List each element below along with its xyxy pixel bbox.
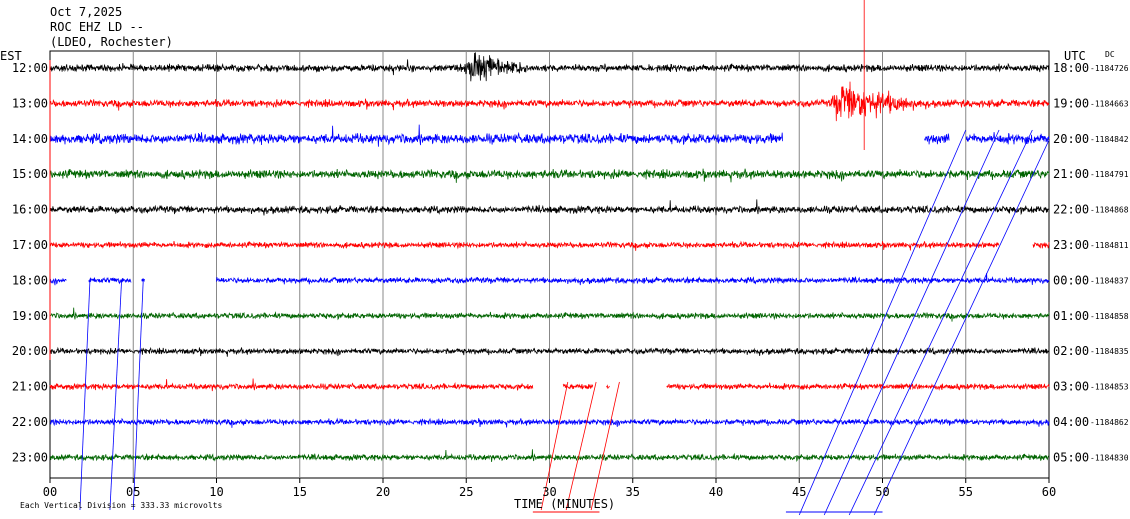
est-label-1700: 17:00 bbox=[12, 238, 48, 252]
slope-line-blue-left bbox=[79, 279, 91, 511]
x-axis-label: TIME (MINUTES) bbox=[514, 497, 615, 511]
est-label-2300: 23:00 bbox=[12, 450, 48, 464]
trace-row-1200 bbox=[49, 52, 1050, 82]
utc-label-1900: 19:00 bbox=[1053, 96, 1089, 110]
trace-row-1900 bbox=[49, 307, 1050, 322]
slope-lines bbox=[49, 0, 1050, 516]
utc-label-0200: 02:00 bbox=[1053, 344, 1089, 358]
utc-label-0100: 01:00 bbox=[1053, 309, 1089, 323]
x-tick-label-05: 05 bbox=[126, 485, 140, 499]
footnote-scale: Each Vertical Division = 333.33 microvol… bbox=[20, 501, 222, 510]
x-tick-label-25: 25 bbox=[459, 485, 473, 499]
trace-row-1300 bbox=[49, 81, 1050, 122]
header-date: Oct 7,2025 bbox=[50, 5, 123, 19]
slope-line-blue-right bbox=[848, 129, 1033, 516]
est-label-1300: 13:00 bbox=[12, 96, 48, 110]
est-label-1900: 19:00 bbox=[12, 309, 48, 323]
utc-label-0400: 04:00 bbox=[1053, 415, 1089, 429]
dc-offset-label: -1184726 bbox=[1090, 64, 1129, 73]
utc-label-0000: 00:00 bbox=[1053, 273, 1089, 287]
slope-line-blue-right bbox=[823, 129, 1000, 516]
left-timezone-label: EST bbox=[0, 49, 22, 63]
est-label-2000: 20:00 bbox=[12, 344, 48, 358]
dc-offset-label: -1184853 bbox=[1090, 383, 1129, 392]
dc-offset-label: -1184837 bbox=[1090, 276, 1129, 285]
utc-label-2000: 20:00 bbox=[1053, 132, 1089, 146]
x-tick-label-35: 35 bbox=[626, 485, 640, 499]
dc-header-label: DC bbox=[1105, 50, 1115, 59]
header-station: ROC EHZ LD -- bbox=[50, 20, 144, 34]
slope-line-blue-left bbox=[109, 279, 122, 511]
trace-row-2100 bbox=[49, 378, 1050, 392]
est-label-2100: 21:00 bbox=[12, 380, 48, 394]
trace-row-1700 bbox=[49, 240, 1050, 251]
trace-row-1400 bbox=[49, 124, 1050, 147]
est-label-2200: 22:00 bbox=[12, 415, 48, 429]
utc-label-2200: 22:00 bbox=[1053, 203, 1089, 217]
dc-offset-label: -1184842 bbox=[1090, 135, 1129, 144]
trace-row-1600 bbox=[49, 199, 1050, 216]
x-tick-label-00: 00 bbox=[43, 485, 57, 499]
trace-row-1500 bbox=[49, 168, 1050, 183]
est-label-1800: 18:00 bbox=[12, 273, 48, 287]
x-tick-label-10: 10 bbox=[209, 485, 223, 499]
trace-row-2300 bbox=[49, 449, 1050, 462]
trace-row-2200 bbox=[49, 417, 1050, 428]
est-label-1200: 12:00 bbox=[12, 61, 48, 75]
utc-label-2300: 23:00 bbox=[1053, 238, 1089, 252]
dc-offset-label: -1184858 bbox=[1090, 312, 1129, 321]
dc-offset-label: -1184835 bbox=[1090, 347, 1129, 356]
trace-row-1800 bbox=[49, 272, 1050, 286]
x-tick-label-40: 40 bbox=[709, 485, 723, 499]
utc-label-0300: 03:00 bbox=[1053, 380, 1089, 394]
x-tick-label-45: 45 bbox=[792, 485, 806, 499]
x-tick-label-15: 15 bbox=[293, 485, 307, 499]
slope-line-blue-right bbox=[798, 129, 967, 516]
dc-offset-label: -1184830 bbox=[1090, 453, 1129, 462]
x-tick-label-55: 55 bbox=[959, 485, 973, 499]
x-tick-label-30: 30 bbox=[542, 485, 556, 499]
x-tick-label-50: 50 bbox=[875, 485, 889, 499]
x-tick-label-20: 20 bbox=[376, 485, 390, 499]
trace-row-2000 bbox=[49, 346, 1050, 357]
trace-layer bbox=[49, 52, 1050, 462]
est-label-1500: 15:00 bbox=[12, 167, 48, 181]
dc-offset-label: -1184791 bbox=[1090, 170, 1129, 179]
utc-label-2100: 21:00 bbox=[1053, 167, 1089, 181]
dc-offset-label: -1184868 bbox=[1090, 206, 1129, 215]
slope-line-blue-right bbox=[873, 139, 1050, 516]
x-tick-label-60: 60 bbox=[1042, 485, 1056, 499]
header-network: (LDEO, Rochester) bbox=[50, 35, 173, 49]
slope-line-red-mid bbox=[565, 381, 597, 511]
est-label-1600: 16:00 bbox=[12, 203, 48, 217]
dc-offset-label: -1184862 bbox=[1090, 418, 1129, 427]
dc-offset-label: -1184811 bbox=[1090, 241, 1129, 250]
est-label-1400: 14:00 bbox=[12, 132, 48, 146]
slope-line-blue-left bbox=[132, 279, 144, 511]
slope-line-red-mid bbox=[590, 381, 620, 511]
grid-lines bbox=[49, 50, 1050, 483]
dc-offset-label: -1184663 bbox=[1090, 99, 1129, 108]
utc-label-0500: 05:00 bbox=[1053, 450, 1089, 464]
slope-line-red-mid bbox=[540, 381, 569, 511]
utc-label-1800: 18:00 bbox=[1053, 61, 1089, 75]
right-timezone-label: UTC bbox=[1064, 49, 1086, 63]
